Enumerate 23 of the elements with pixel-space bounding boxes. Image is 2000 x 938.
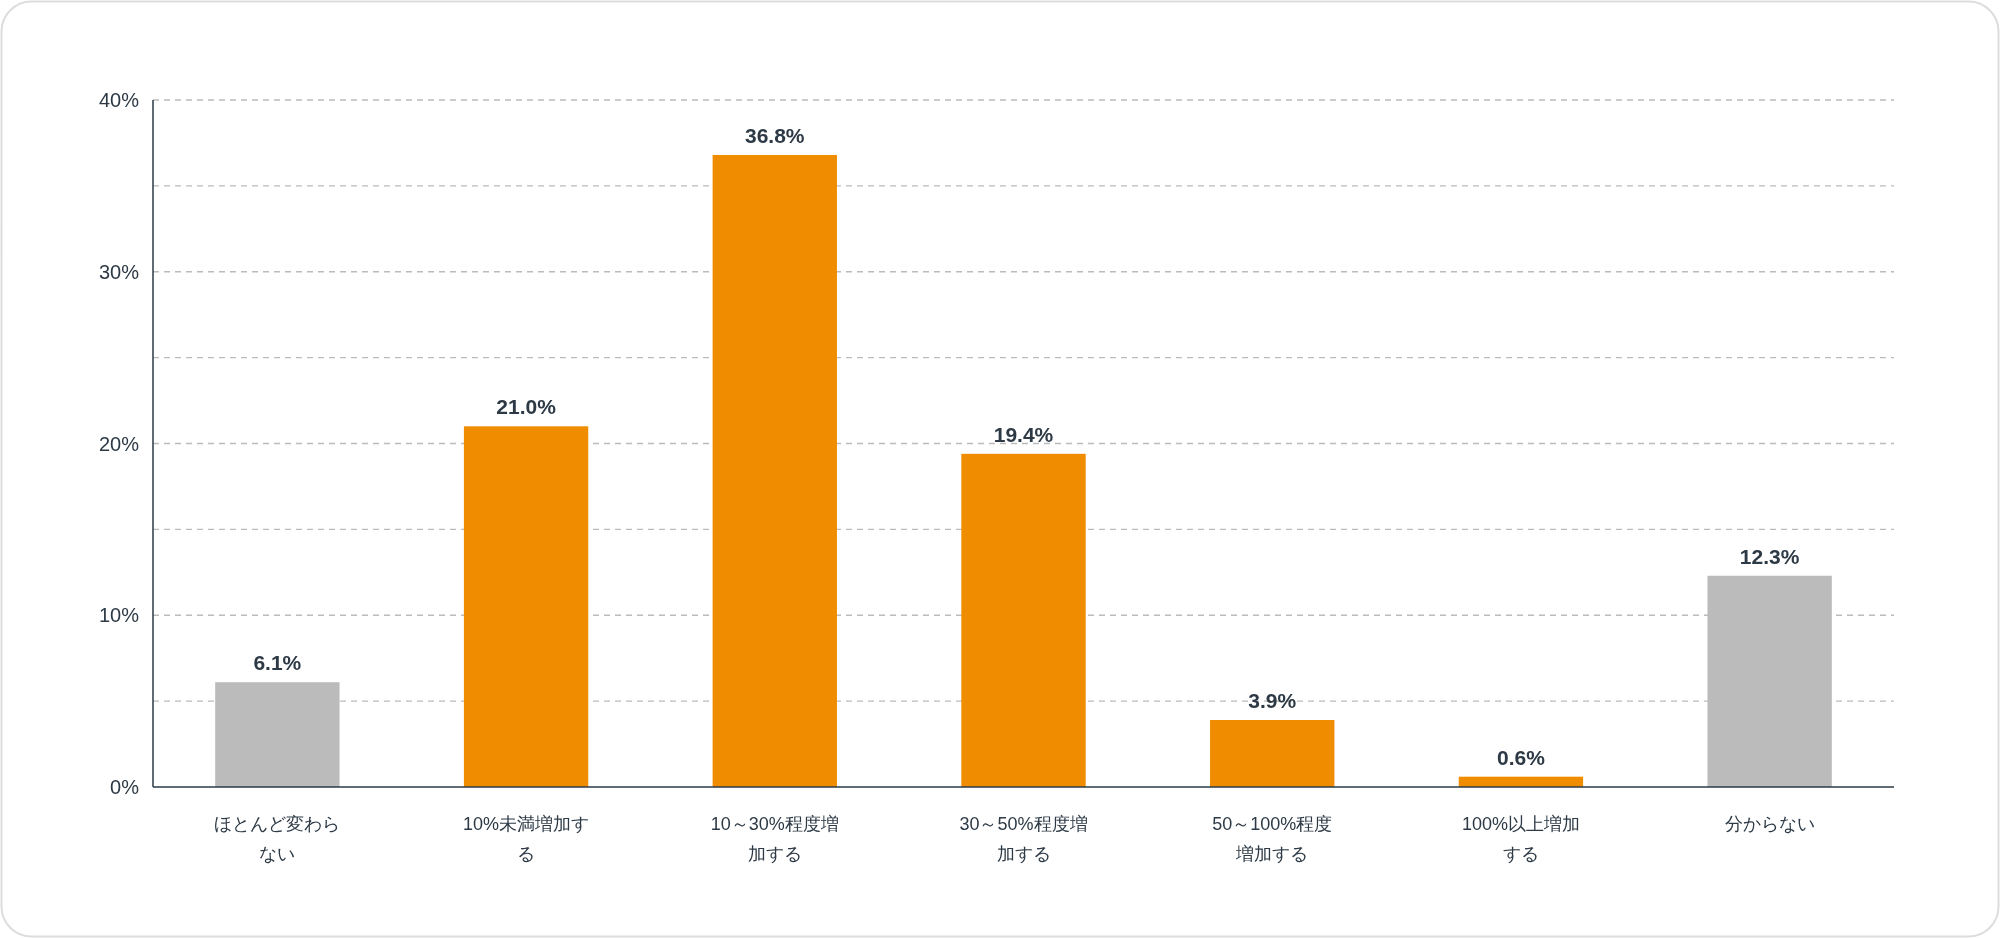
- data-label: 36.8%: [745, 123, 805, 147]
- data-label: 0.6%: [1496, 745, 1546, 769]
- bar: [712, 154, 837, 787]
- x-tick-label: 10～30%程度増加する: [709, 813, 840, 866]
- bar: [961, 453, 1086, 787]
- y-tick-label: 20%: [98, 432, 140, 455]
- y-tick-label: 10%: [98, 604, 140, 627]
- x-tick-label: 50～100%程度増加する: [1211, 813, 1334, 866]
- x-tick-label: ほとんど変わらない: [213, 813, 342, 866]
- y-tick-label: 0%: [110, 776, 140, 798]
- x-tick-label: 10%未満増加する: [462, 813, 591, 866]
- x-tick-label: 30～50%程度増加する: [958, 813, 1089, 866]
- y-tick-label: 40%: [98, 89, 140, 111]
- bar: [463, 426, 589, 787]
- data-label: 12.3%: [1739, 544, 1800, 568]
- x-tick-label: 100%以上増加する: [1460, 813, 1581, 866]
- x-tick-label: 分からない: [1723, 813, 1816, 836]
- bar: [1210, 720, 1335, 787]
- data-label: 6.1%: [253, 651, 302, 675]
- data-label: 3.9%: [1248, 689, 1297, 713]
- data-label: 21.0%: [496, 395, 557, 419]
- data-label: 19.4%: [993, 422, 1054, 446]
- y-tick-label: 30%: [98, 260, 140, 283]
